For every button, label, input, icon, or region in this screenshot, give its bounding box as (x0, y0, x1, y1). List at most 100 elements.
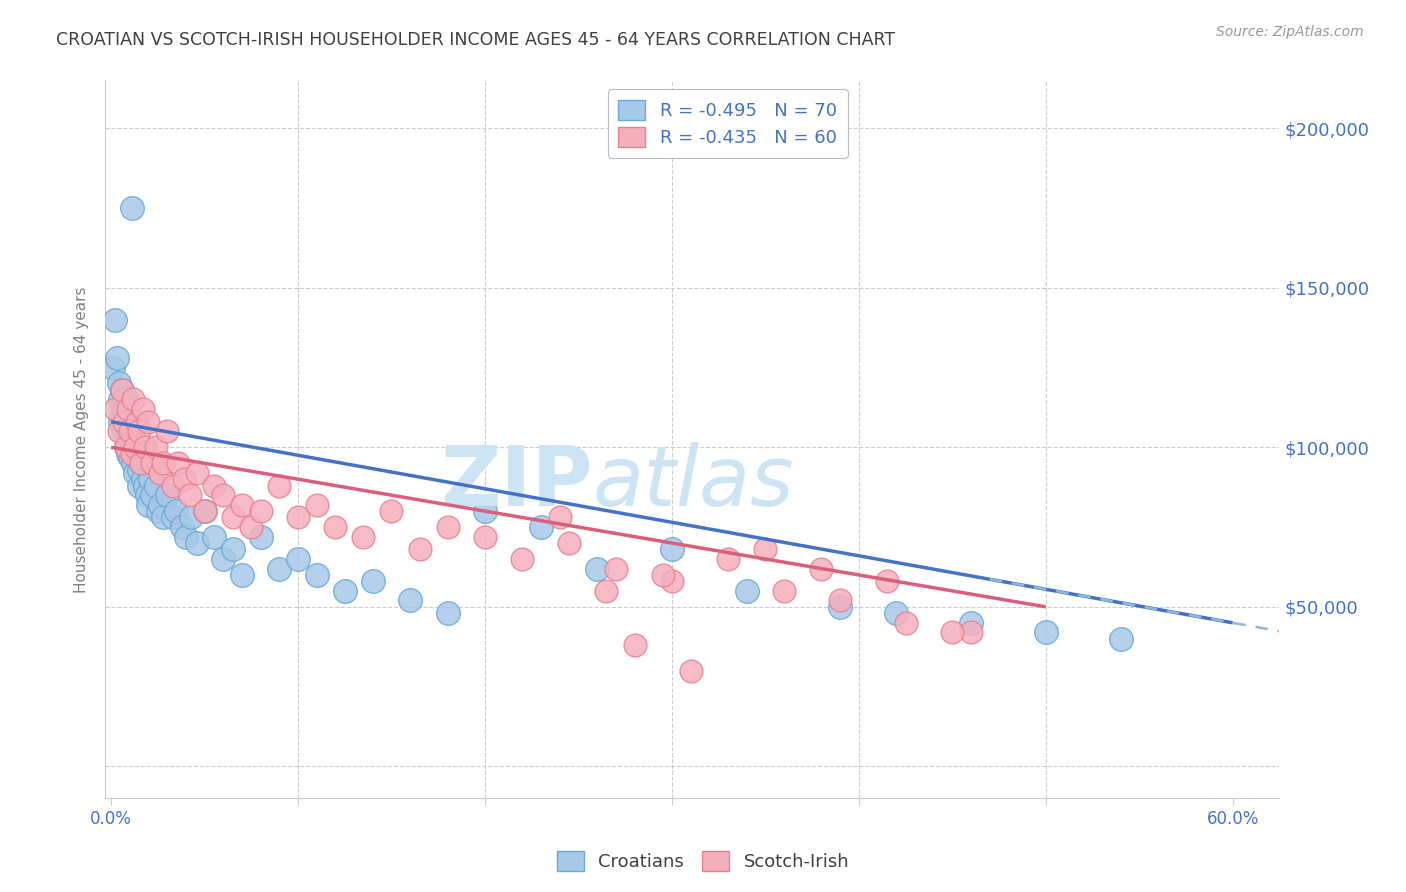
Point (269, 478, 291, 492)
Point (941, 625, 963, 640)
Point (129, 456, 152, 470)
Point (122, 392, 145, 407)
Point (193, 504, 215, 518)
Y-axis label: Householder Income Ages 45 - 64 years: Householder Income Ages 45 - 64 years (75, 286, 90, 592)
Point (149, 498, 172, 512)
Point (115, 440, 138, 454)
Point (810, 561, 832, 575)
Point (651, 568, 673, 582)
Point (773, 583, 796, 598)
Point (107, 376, 129, 391)
Point (180, 510, 202, 524)
Point (548, 510, 571, 524)
Point (361, 574, 384, 589)
Point (112, 402, 135, 417)
Point (101, 360, 124, 375)
Point (586, 561, 609, 575)
Point (333, 583, 356, 598)
Point (121, 440, 143, 454)
Point (152, 510, 174, 524)
Point (139, 472, 162, 486)
Point (202, 478, 225, 492)
Point (595, 583, 617, 598)
Point (960, 625, 983, 640)
Point (156, 425, 179, 439)
Point (118, 431, 141, 445)
Point (128, 462, 150, 476)
Point (558, 536, 581, 550)
Point (212, 488, 235, 502)
Point (179, 488, 201, 502)
Point (112, 392, 135, 407)
Point (305, 568, 328, 582)
Point (231, 568, 253, 582)
Point (162, 478, 184, 492)
Point (146, 504, 169, 518)
Point (117, 409, 139, 423)
Point (128, 478, 150, 492)
Point (122, 456, 145, 470)
Point (193, 504, 215, 518)
Point (894, 615, 917, 630)
Point (1109, 632, 1132, 646)
Legend: R = -0.495   N = 70, R = -0.435   N = 60: R = -0.495 N = 70, R = -0.435 N = 60 (607, 89, 848, 158)
Point (436, 520, 458, 534)
Text: atlas: atlas (593, 442, 794, 523)
Point (124, 440, 146, 454)
Point (145, 440, 167, 454)
Point (145, 478, 167, 492)
Point (115, 440, 138, 454)
Point (138, 498, 160, 512)
Point (105, 351, 128, 365)
Point (167, 456, 190, 470)
Point (221, 542, 243, 557)
Point (149, 466, 172, 480)
Point (623, 638, 645, 652)
Point (117, 425, 139, 439)
Point (380, 504, 402, 518)
Point (830, 599, 852, 614)
Point (399, 593, 422, 607)
Point (287, 552, 309, 566)
Legend: Croatians, Scotch-Irish: Croatians, Scotch-Irish (550, 844, 856, 879)
Point (249, 530, 271, 544)
Point (830, 593, 852, 607)
Point (231, 498, 253, 512)
Point (474, 504, 496, 518)
Point (104, 312, 127, 326)
Point (110, 415, 132, 429)
Point (876, 574, 898, 589)
Point (124, 440, 146, 454)
Point (117, 402, 139, 417)
Point (112, 425, 135, 439)
Point (325, 520, 347, 534)
Point (287, 510, 309, 524)
Point (269, 561, 291, 575)
Point (118, 425, 141, 439)
Point (115, 392, 138, 407)
Point (960, 615, 983, 630)
Text: ZIP: ZIP (440, 442, 593, 523)
Point (530, 520, 553, 534)
Point (186, 466, 208, 480)
Point (512, 552, 534, 566)
Point (408, 542, 430, 557)
Point (115, 415, 138, 429)
Point (605, 561, 627, 575)
Point (172, 520, 194, 534)
Point (212, 552, 235, 566)
Point (129, 456, 152, 470)
Point (117, 447, 139, 461)
Point (436, 606, 458, 620)
Point (118, 450, 141, 464)
Point (127, 415, 149, 429)
Point (134, 440, 156, 454)
Point (135, 488, 157, 502)
Point (249, 504, 271, 518)
Point (121, 201, 143, 215)
Point (1035, 625, 1057, 640)
Point (107, 425, 129, 439)
Point (166, 504, 188, 518)
Point (138, 415, 160, 429)
Point (121, 447, 143, 461)
